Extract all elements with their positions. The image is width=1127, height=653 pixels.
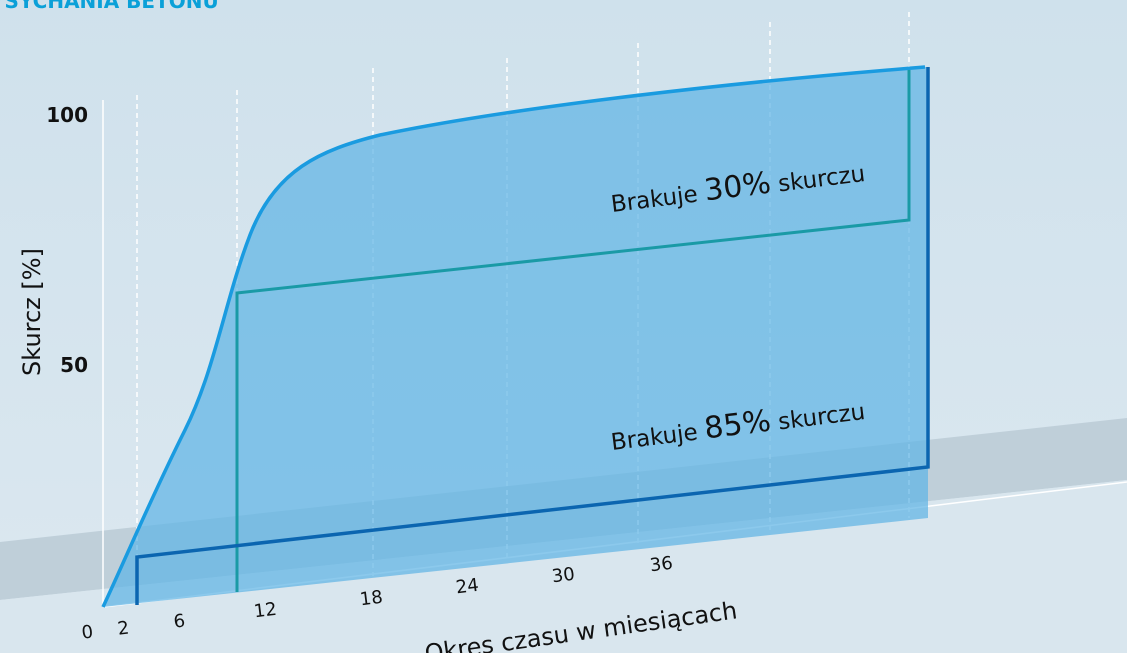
- line-2-months: [135, 67, 930, 605]
- shrinkage-area: [103, 67, 928, 607]
- shrinkage-curve: [101, 65, 926, 608]
- x-tick-label: 0: [80, 621, 94, 643]
- x-tick-label: 6: [172, 610, 186, 632]
- annotation-value: 30%: [702, 166, 772, 209]
- x-tick-label: 2: [116, 617, 130, 639]
- y-tick-label: 100: [46, 103, 88, 127]
- x-tick-label: 24: [455, 575, 480, 599]
- title: YSYCHANIA BETONU: [0, 0, 219, 13]
- x-ticks: 0 2 6 12 18 24 30 36: [80, 553, 674, 644]
- x-tick-label: 30: [551, 564, 576, 588]
- x-tick-label: 12: [253, 599, 278, 623]
- y-tick-label: 50: [60, 353, 88, 377]
- line-12-months: [235, 70, 911, 592]
- x-tick-label: 18: [359, 587, 384, 611]
- x-tick-label: 36: [649, 553, 674, 577]
- y-axis-label: Skurcz [%]: [18, 248, 46, 376]
- annotation-value: 85%: [702, 404, 772, 447]
